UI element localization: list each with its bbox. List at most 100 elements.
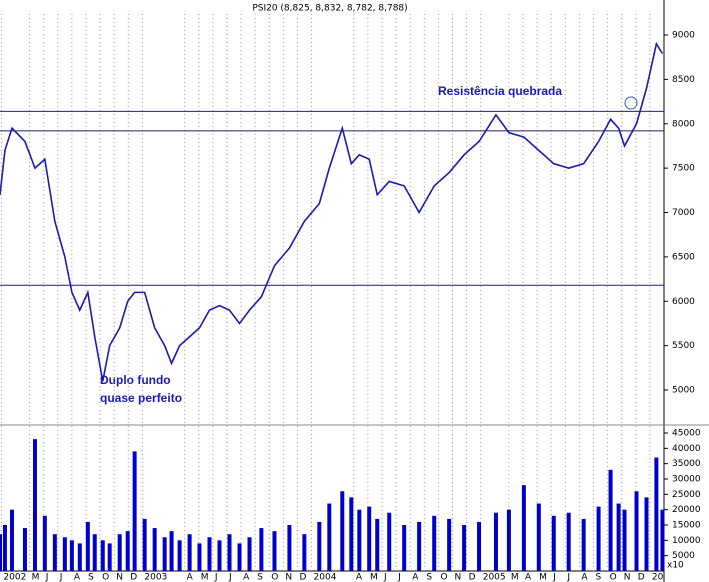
- volume-bar: [634, 491, 639, 571]
- volume-bar: [197, 543, 202, 571]
- volume-bar: [62, 537, 67, 571]
- x-tick-label: O: [440, 573, 447, 582]
- volume-bar: [107, 543, 112, 571]
- volume-bar: [566, 512, 571, 571]
- y-tick-label: 7500: [672, 164, 695, 174]
- x-tick-label: 2005: [483, 573, 506, 582]
- volume-bar: [357, 509, 362, 571]
- x-tick-label: S: [88, 573, 94, 582]
- x-tick-label: A: [356, 573, 363, 582]
- volume-bar: [402, 525, 407, 571]
- volume-bar: [317, 521, 322, 571]
- volume-bar: [387, 512, 392, 571]
- volume-bar: [608, 469, 613, 571]
- chart-title: PSI20 (8,825, 8,832, 8,782, 8,788): [252, 4, 407, 14]
- y-tick-label: 9000: [672, 31, 695, 41]
- volume-bar: [85, 521, 90, 571]
- volume-bar: [417, 521, 422, 571]
- volume-bar: [327, 503, 332, 571]
- x-tick-label: D: [130, 573, 137, 582]
- y-tick-label: 35000: [672, 459, 701, 469]
- volume-bar: [32, 439, 37, 571]
- volume-bar: [622, 509, 627, 571]
- x-tick-label: M: [370, 573, 378, 582]
- x-tick-label: 2004: [314, 573, 337, 582]
- x-tick-label: D: [469, 573, 476, 582]
- y-tick-label: 5000: [672, 551, 695, 561]
- x-tick-label: J: [59, 573, 63, 582]
- y-tick-label: 30000: [672, 475, 701, 485]
- annotation: quase perfeito: [100, 391, 182, 405]
- volume-bar: [432, 515, 437, 571]
- volume-bar: [536, 503, 541, 571]
- y-tick-label: 20000: [672, 505, 701, 515]
- y-tick-label: 5500: [672, 341, 695, 351]
- unit-label: x10: [667, 561, 684, 571]
- volume-bar: [581, 518, 586, 571]
- volume-bar: [493, 512, 498, 571]
- volume-bar: [616, 503, 621, 571]
- x-tick-label: M: [511, 573, 519, 582]
- x-tick-label: A: [525, 573, 532, 582]
- volume-bar: [162, 537, 167, 571]
- volume-bar: [521, 485, 526, 571]
- y-tick-label: 7000: [672, 208, 695, 218]
- volume-bar: [477, 521, 482, 571]
- x-tick-label: D: [299, 573, 306, 582]
- x-tick-label: N: [285, 573, 292, 582]
- y-tick-label: 15000: [672, 521, 701, 531]
- x-tick-label: A: [243, 573, 250, 582]
- volume-bar: [142, 518, 147, 571]
- x-tick-label: A: [187, 573, 194, 582]
- y-tick-label: 40000: [672, 444, 701, 454]
- volume-bar: [100, 540, 105, 571]
- volume-bar: [367, 506, 372, 571]
- x-tick-label: J: [383, 573, 387, 582]
- volume-bar: [22, 528, 27, 571]
- x-tick-label: O: [102, 573, 109, 582]
- x-tick-label: N: [455, 573, 462, 582]
- price-line: [0, 41, 664, 382]
- y-tick-label: 45000: [672, 429, 701, 439]
- x-tick-label: A: [74, 573, 81, 582]
- volume-bar: [302, 534, 307, 571]
- volume-bar: [152, 528, 157, 571]
- volume-bar: [551, 515, 556, 571]
- x-tick-label: S: [596, 573, 602, 582]
- annotation: Resistência quebrada: [438, 84, 562, 98]
- x-tick-label: 20: [652, 573, 664, 582]
- x-tick-label: J: [397, 573, 401, 582]
- volume-bar: [462, 525, 467, 571]
- x-tick-label: J: [214, 573, 218, 582]
- x-tick-label: A: [412, 573, 419, 582]
- y-tick-label: 6000: [672, 297, 695, 307]
- volume-bar: [92, 534, 97, 571]
- x-tick-label: M: [32, 573, 40, 582]
- x-tick-label: S: [426, 573, 432, 582]
- volume-bar: [69, 540, 74, 571]
- y-tick-label: 8000: [672, 119, 695, 129]
- volume-bar: [349, 497, 354, 571]
- volume-bar: [506, 509, 511, 571]
- volume-bar: [596, 506, 601, 571]
- x-tick-label: O: [610, 573, 617, 582]
- x-tick-label: N: [624, 573, 631, 582]
- x-tick-label: J: [552, 573, 556, 582]
- volume-bar: [644, 497, 649, 571]
- marker-circle: [624, 96, 638, 110]
- x-tick-label: J: [45, 573, 49, 582]
- volume-bar: [52, 534, 57, 571]
- y-tick-label: 25000: [672, 490, 701, 500]
- x-tick-label: D: [638, 573, 645, 582]
- volume-bar: [77, 543, 82, 571]
- y-tick-label: 10000: [672, 536, 701, 546]
- volume-bar: [447, 518, 452, 571]
- y-tick-label: 5000: [672, 386, 695, 396]
- volume-bar: [227, 534, 232, 571]
- x-tick-label: S: [257, 573, 263, 582]
- volume-bar: [2, 525, 7, 571]
- volume-bar: [187, 534, 192, 571]
- volume-bar: [9, 509, 14, 571]
